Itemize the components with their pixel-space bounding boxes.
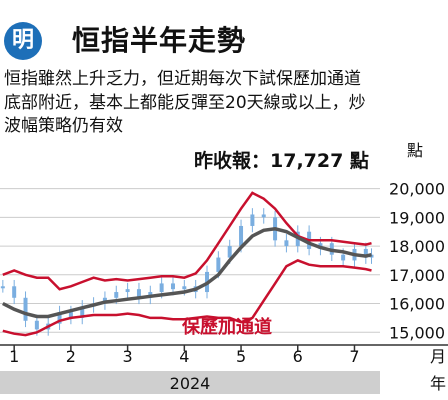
- page-title: 恒指半年走勢: [72, 24, 247, 57]
- daily-bar: [250, 214, 255, 226]
- daily-bar: [216, 257, 221, 272]
- daily-bar: [80, 306, 85, 318]
- daily-bar: [341, 254, 346, 261]
- y-tick-label: 15,000: [389, 323, 445, 342]
- daily-bar: [227, 246, 232, 258]
- header: 明 恒指半年走勢: [0, 0, 448, 64]
- daily-bar: [0, 286, 5, 289]
- daily-bar: [57, 312, 62, 324]
- daily-bar: [125, 289, 130, 293]
- y-tick-label: 20,000: [389, 180, 445, 199]
- lower-band-line: [2, 259, 372, 337]
- y-tick-label: 17,000: [389, 266, 445, 285]
- x-axis-year-suffix: 年: [430, 374, 446, 393]
- y-axis-ticks: 15,000 16,000 17,000 18,000 19,000 20,000: [389, 180, 445, 343]
- x-tick-label: 6: [293, 347, 303, 366]
- daily-bar: [182, 286, 187, 290]
- x-tick-label: 3: [123, 347, 133, 366]
- x-axis-unit: 月: [430, 347, 446, 366]
- y-axis-unit: 點: [407, 141, 423, 160]
- x-tick-label: 1: [9, 347, 19, 366]
- daily-bar: [34, 320, 39, 330]
- moving-average-line: [2, 227, 372, 319]
- daily-bar: [23, 297, 28, 321]
- daily-bar: [114, 292, 119, 298]
- y-tick-label: 16,000: [389, 295, 445, 314]
- daily-bar: [159, 283, 164, 293]
- x-tick-label: 4: [179, 347, 189, 366]
- x-tick-label: 2: [66, 347, 76, 366]
- daily-bar: [136, 289, 141, 298]
- x-tick-label: 7: [349, 347, 359, 366]
- daily-bar: [261, 214, 266, 218]
- band-label: 保歷加通道: [181, 316, 272, 338]
- close-annotation: 昨收報：17,727 點: [194, 149, 369, 172]
- x-axis-ticks: 1 2 3 4 5 6 7: [9, 345, 360, 366]
- brand-logo: 明: [4, 22, 42, 60]
- year-bar: [0, 371, 380, 394]
- x-axis-year-label: 2024: [170, 374, 211, 393]
- daily-bar: [12, 286, 17, 298]
- upper-band-line: [2, 191, 372, 291]
- description-text: 恒指雖然上升乏力，但近期每次下試保歷加通道 底部附近，基本上都能反彈至20天線或…: [4, 69, 366, 136]
- daily-bar: [363, 248, 368, 258]
- y-tick-label: 18,000: [389, 237, 445, 256]
- y-tick-label: 19,000: [389, 208, 445, 227]
- grid-lines: [0, 188, 380, 333]
- daily-bar: [68, 312, 73, 318]
- x-tick-label: 5: [236, 347, 246, 366]
- daily-bar: [239, 225, 244, 247]
- daily-bar: [170, 283, 175, 290]
- daily-bar: [284, 240, 289, 247]
